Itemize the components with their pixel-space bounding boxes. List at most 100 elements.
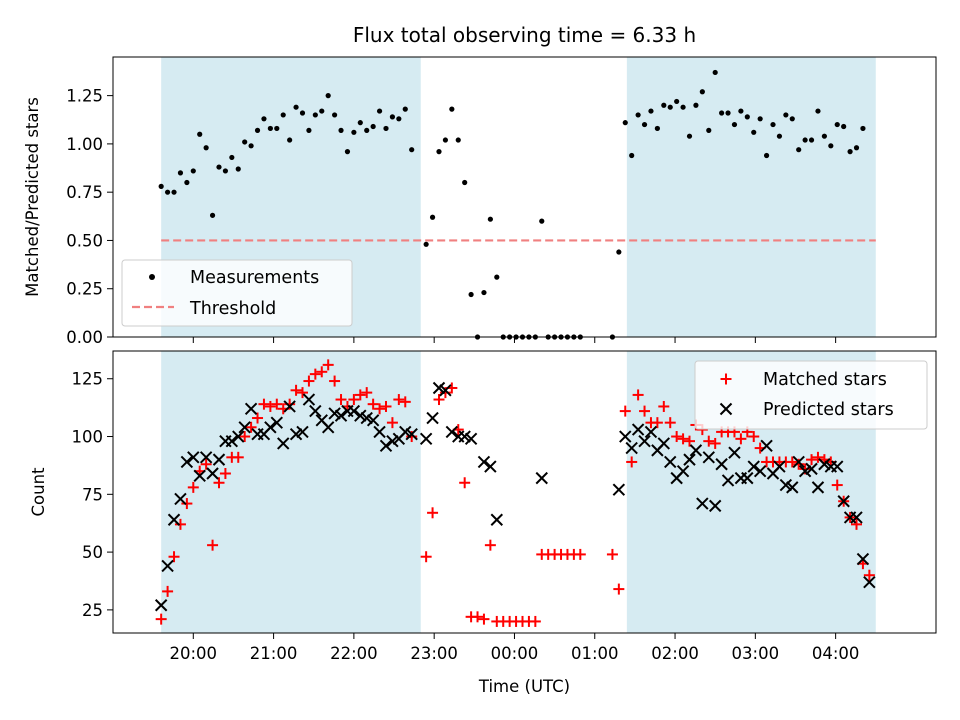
matched-star-point xyxy=(529,615,541,627)
measurement-point xyxy=(184,179,190,186)
measurement-point xyxy=(216,164,222,170)
measurement-point xyxy=(248,143,254,149)
measurement-point xyxy=(494,274,500,280)
predicted-star-point xyxy=(439,384,452,397)
predicted-star-point xyxy=(612,483,626,496)
predicted-star-point xyxy=(676,464,690,478)
matched-star-point xyxy=(420,551,432,563)
measurement-point xyxy=(776,133,783,139)
measurement-points xyxy=(158,69,866,340)
matched-star-point xyxy=(200,458,212,470)
predicted-star-point xyxy=(244,402,258,415)
measurement-point xyxy=(242,139,248,145)
matched-star-point xyxy=(213,477,225,489)
y-tick-label: 100 xyxy=(72,428,104,447)
predicted-star-point xyxy=(199,451,213,464)
predicted-star-point xyxy=(212,453,226,466)
x-tick-label: 20:00 xyxy=(170,644,218,663)
x-axis-label: Time (UTC) xyxy=(478,677,570,696)
measurement-point xyxy=(796,147,802,153)
bottom-y-axis-label: Count xyxy=(29,467,48,517)
matched-star-point xyxy=(851,518,863,530)
predicted-star-point xyxy=(180,455,194,469)
matched-star-point xyxy=(316,366,328,378)
matched-star-point xyxy=(639,405,651,417)
measurement-point xyxy=(751,129,757,135)
measurement-point xyxy=(429,214,436,220)
measurement-point xyxy=(442,137,449,143)
measurement-point xyxy=(635,112,641,118)
measurement-point xyxy=(654,125,660,132)
measurement-point xyxy=(402,106,408,112)
measurement-point xyxy=(731,121,738,128)
y-tick-label: 0.00 xyxy=(66,328,103,347)
predicted-star-point xyxy=(715,458,728,471)
matched-star-point xyxy=(831,479,843,491)
matched-star-point xyxy=(271,398,283,410)
matched-star-point xyxy=(684,435,696,447)
y-tick-label: 1.00 xyxy=(66,135,103,154)
measurement-point xyxy=(821,133,827,139)
y-tick-label: 25 xyxy=(82,601,103,620)
predicted-star-point xyxy=(619,430,632,443)
predicted-star-point xyxy=(270,416,284,429)
bottom-axes-frame xyxy=(112,350,937,634)
matched-star-point xyxy=(459,477,471,489)
top-y-ticks: 0.00 0.25 0.50 0.75 1.00 1.25 xyxy=(66,87,113,347)
predicted-star-point xyxy=(644,425,658,439)
measurement-point xyxy=(828,143,834,149)
measurement-point xyxy=(783,112,789,118)
x-tick-label: 01:00 xyxy=(571,644,619,663)
measurement-point xyxy=(853,145,860,151)
matched-star-point xyxy=(258,398,270,410)
measurement-point xyxy=(299,110,306,116)
measurement-point xyxy=(808,137,815,143)
predicted-star-point xyxy=(638,434,651,448)
predicted-star-point xyxy=(863,575,876,589)
y-tick-label: 125 xyxy=(72,370,104,389)
matched-star-point xyxy=(735,433,747,445)
predicted-star-point xyxy=(484,460,497,473)
measurement-point xyxy=(351,129,357,135)
measurement-point xyxy=(712,69,718,76)
measurement-point xyxy=(674,98,680,105)
matched-star-point xyxy=(290,384,302,396)
measurement-point xyxy=(680,104,686,110)
measurement-point xyxy=(481,289,487,296)
predicted-star-point xyxy=(747,460,760,473)
predicted-star-point xyxy=(206,467,219,480)
predicted-star-point xyxy=(309,404,322,418)
bottom-panel: 25 50 75 100 125 20:00 21:00 22:00 23:00 00:00 01… xyxy=(29,350,937,696)
predicted-star-point xyxy=(741,471,754,485)
predicted-star-point xyxy=(831,460,844,473)
measurement-point xyxy=(648,108,654,114)
predicted-star-point xyxy=(708,499,722,513)
matched-star-point xyxy=(664,417,676,429)
top-axes-frame xyxy=(112,56,937,338)
measurement-point xyxy=(706,127,712,133)
measurement-point xyxy=(738,108,744,114)
legend-predicted-label: Predicted stars xyxy=(763,400,894,420)
predicted-star-point xyxy=(426,411,439,425)
predicted-star-point xyxy=(302,393,316,406)
top-legend-box xyxy=(121,259,353,327)
matched-star-point xyxy=(671,431,683,443)
measurement-point xyxy=(209,212,216,218)
legend-threshold-label: Threshold xyxy=(189,299,276,319)
y-tick-label: 0.25 xyxy=(66,280,103,299)
matched-star-point xyxy=(619,405,631,417)
predicted-star-point xyxy=(856,552,870,566)
measurement-point xyxy=(293,104,299,110)
measurement-point xyxy=(423,241,429,247)
measurement-point xyxy=(449,106,455,112)
matched-star-point xyxy=(812,451,824,463)
top-y-axis-label: Matched/Predicted stars xyxy=(23,97,42,297)
measurement-point xyxy=(190,168,196,174)
matched-star-point xyxy=(658,400,670,412)
predicted-star-point xyxy=(702,451,715,464)
measurement-point xyxy=(396,116,402,122)
bottom-legend: Matched stars Predicted stars xyxy=(694,360,928,430)
x-tick-label: 03:00 xyxy=(732,644,780,663)
predicted-star-point xyxy=(657,437,671,450)
matched-star-point xyxy=(252,412,264,424)
